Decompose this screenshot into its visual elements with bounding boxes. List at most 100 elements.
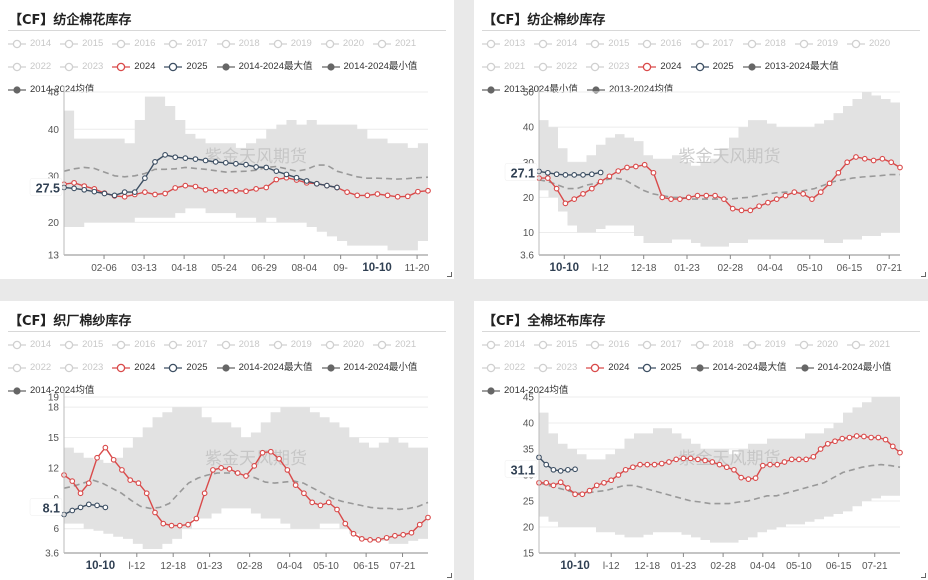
data-point[interactable] [658,460,665,467]
legend-item[interactable]: 2020 [320,335,364,355]
data-point[interactable] [650,169,657,176]
data-point[interactable] [143,490,150,497]
series-line[interactable] [538,463,901,505]
data-point[interactable] [142,175,148,182]
data-point[interactable] [624,164,630,171]
data-point[interactable] [550,482,557,489]
legend-item[interactable]: 2023 [60,358,103,378]
data-point[interactable] [879,155,886,162]
legend-item[interactable]: 2014-2024最大值 [690,358,787,378]
data-point[interactable] [94,454,100,461]
data-point[interactable] [756,203,762,210]
data-point[interactable] [350,530,357,537]
data-point[interactable] [119,467,125,473]
chart-plot[interactable]: 3.61020304050紫金天风期货10-10l-1212-1801-2302… [474,0,928,279]
data-point[interactable] [800,191,806,197]
data-point[interactable] [283,171,290,178]
data-point[interactable] [292,482,299,488]
data-point[interactable] [71,179,77,186]
data-point[interactable] [263,184,270,191]
legend-item[interactable]: 2019 [794,34,838,54]
chart-legend[interactable]: 2014 2015 2016 2017 2018 2019 2020 2021 2022 2023… [8,34,444,103]
data-point[interactable] [301,490,307,497]
data-point[interactable] [212,159,219,165]
data-point[interactable] [202,186,209,193]
data-point[interactable] [182,155,189,161]
chart-legend[interactable]: 2013 2014 2015 2016 2017 2018 2019 2020 2021 2022… [482,34,918,103]
legend-item[interactable]: 2017 [690,34,734,54]
data-point[interactable] [562,172,569,178]
data-point[interactable] [803,456,809,463]
legend-item[interactable]: 2014-2024均值 [482,381,568,401]
data-point[interactable] [142,189,148,195]
data-point[interactable] [176,522,183,529]
data-point[interactable] [588,171,595,178]
data-point[interactable] [218,465,225,471]
legend-item[interactable]: 2021 [846,335,890,355]
data-point[interactable] [69,507,76,514]
legend-item[interactable]: 2016 [112,335,155,355]
data-point[interactable] [817,446,824,452]
legend-item[interactable]: 2014-2024均值 [8,381,94,401]
data-point[interactable] [677,196,683,202]
chart-plot[interactable]: 15202530354045紫金天风期货10-10l-1212-1801-230… [474,301,928,580]
data-point[interactable] [615,472,622,478]
data-point[interactable] [824,440,831,447]
data-point[interactable] [77,504,84,511]
legend-item[interactable]: 2022 [534,57,577,77]
legend-item[interactable]: 2019 [742,335,786,355]
data-point[interactable] [685,194,692,201]
data-point[interactable] [273,176,280,183]
data-point[interactable] [192,183,199,190]
data-point[interactable] [71,185,77,192]
data-point[interactable] [384,192,391,199]
data-point[interactable] [121,189,128,195]
data-point[interactable] [313,180,320,187]
data-point[interactable] [334,506,340,513]
data-point[interactable] [666,459,672,465]
legend-item[interactable]: 2019 [268,335,312,355]
data-point[interactable] [593,482,600,489]
legend-item[interactable]: 2025 [164,57,208,77]
legend-item[interactable]: 2024 [112,358,155,378]
data-point[interactable] [622,466,629,473]
data-point[interactable] [767,461,773,468]
data-point[interactable] [709,459,716,465]
data-point[interactable] [85,480,92,486]
data-point[interactable] [897,164,903,171]
data-point[interactable] [889,443,896,450]
data-point[interactable] [374,191,381,197]
data-point[interactable] [791,189,798,195]
legend-item[interactable]: 2021 [372,335,416,355]
data-point[interactable] [415,188,421,195]
data-point[interactable] [553,171,560,178]
legend-item[interactable]: 2015 [586,34,629,54]
data-point[interactable] [774,461,781,468]
legend-item[interactable]: 2013-2024最大值 [742,57,839,77]
data-point[interactable] [324,182,330,189]
data-point[interactable] [222,187,229,194]
legend-item[interactable]: 2017 [638,335,682,355]
legend-item[interactable]: 2014-2024最大值 [216,358,313,378]
data-point[interactable] [579,491,586,498]
data-point[interactable] [861,155,868,162]
data-point[interactable] [846,434,853,441]
data-point[interactable] [243,161,249,168]
data-point[interactable] [703,192,710,199]
data-point[interactable] [588,185,595,192]
data-point[interactable] [668,196,674,202]
data-point[interactable] [162,152,168,158]
data-point[interactable] [102,504,109,511]
data-point[interactable] [364,192,371,199]
data-point[interactable] [152,509,158,516]
data-point[interactable] [354,192,361,199]
data-point[interactable] [673,456,680,463]
data-point[interactable] [201,490,208,497]
data-point[interactable] [273,168,280,175]
data-point[interactable] [222,159,229,166]
legend-item[interactable]: 2015 [60,335,103,355]
data-point[interactable] [782,192,789,199]
legend-item[interactable]: 2022 [482,358,525,378]
series-line[interactable] [63,164,429,180]
data-point[interactable] [111,192,118,199]
